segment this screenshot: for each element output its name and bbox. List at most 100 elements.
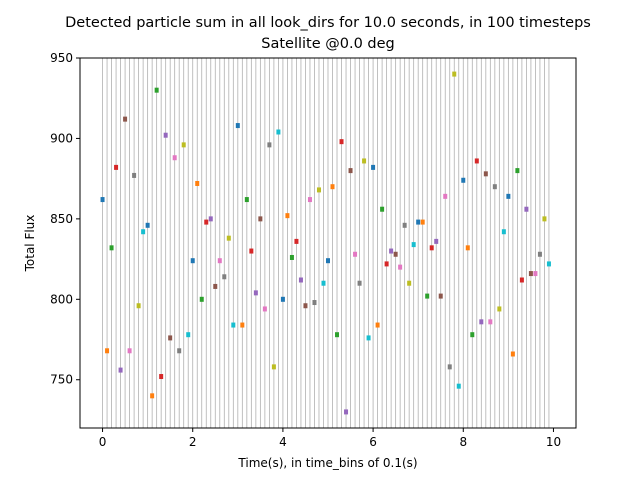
chart-title: Detected particle sum in all look_dirs f… [65, 15, 591, 31]
data-point [447, 364, 452, 370]
x-tick-label: 0 [99, 435, 107, 449]
x-axis-label: Time(s), in time_bins of 0.1(s) [237, 456, 417, 470]
data-point [262, 306, 267, 312]
data-point [154, 87, 159, 93]
data-point [425, 293, 430, 299]
data-point [244, 197, 249, 203]
data-point [114, 164, 119, 170]
data-point [172, 155, 177, 161]
chart-subtitle: Satellite @0.0 deg [261, 36, 395, 52]
data-point [492, 184, 497, 190]
data-point [434, 238, 439, 244]
data-point [389, 248, 394, 254]
data-point [357, 280, 362, 286]
data-point [168, 335, 173, 341]
data-point [371, 164, 376, 170]
data-point [105, 348, 110, 354]
data-point [307, 197, 312, 203]
y-tick-label: 950 [50, 51, 73, 65]
data-point [407, 280, 412, 286]
data-point [438, 293, 443, 299]
data-point [398, 264, 403, 270]
data-point [177, 348, 182, 354]
data-point [321, 280, 326, 286]
data-point [222, 274, 227, 280]
x-tick-label: 10 [546, 435, 561, 449]
data-point [271, 364, 276, 370]
data-point [240, 322, 245, 328]
data-point [497, 306, 502, 312]
data-point [542, 216, 547, 222]
data-point [533, 271, 538, 277]
data-point [208, 216, 213, 222]
data-point [416, 219, 421, 225]
y-tick-label: 850 [50, 212, 73, 226]
data-point [339, 139, 344, 145]
x-tick-label: 4 [279, 435, 287, 449]
data-point [348, 168, 353, 174]
data-point [141, 229, 146, 235]
x-tick-label: 2 [189, 435, 197, 449]
data-point [231, 322, 236, 328]
data-point [393, 251, 398, 257]
data-point [303, 303, 308, 309]
data-point [335, 332, 340, 338]
data-point [258, 216, 263, 222]
data-point [159, 374, 164, 380]
data-point [384, 261, 389, 267]
data-point [132, 172, 137, 178]
data-point [226, 235, 231, 241]
x-tick-label: 6 [369, 435, 377, 449]
data-point [276, 129, 281, 135]
data-point [109, 245, 114, 251]
data-point [461, 177, 466, 183]
data-point [479, 319, 484, 325]
data-point [510, 351, 515, 357]
data-point [127, 348, 132, 354]
data-point [353, 251, 358, 257]
data-point [537, 251, 542, 257]
data-point [344, 409, 349, 415]
data-point [163, 132, 168, 138]
data-point [150, 393, 155, 399]
data-point [330, 184, 335, 190]
y-tick-label: 750 [50, 373, 73, 387]
data-point [524, 206, 529, 212]
data-point [100, 197, 105, 203]
data-point [186, 332, 191, 338]
y-axis-label: Total Flux [23, 215, 37, 273]
y-tick-label: 800 [50, 292, 73, 306]
data-point [204, 219, 209, 225]
data-point [235, 123, 240, 129]
data-point [470, 332, 475, 338]
data-points [100, 71, 551, 415]
data-point [294, 238, 299, 244]
data-point [546, 261, 551, 267]
data-point [213, 283, 218, 289]
y-axis-ticks: 750 800 850 900 950 [50, 51, 80, 387]
data-point [316, 187, 321, 193]
data-point [443, 193, 448, 199]
data-point [199, 296, 204, 302]
data-point [402, 222, 407, 228]
data-point [136, 303, 141, 309]
plot-frame [79, 57, 577, 429]
data-point [195, 180, 200, 186]
data-point [429, 245, 434, 251]
data-point [280, 296, 285, 302]
x-axis-ticks: 0 2 4 6 8 10 [99, 428, 561, 449]
data-point [474, 158, 479, 164]
data-point [267, 142, 272, 148]
data-point [483, 171, 488, 177]
data-point [362, 158, 367, 164]
data-point [366, 335, 371, 341]
x-tick-label: 8 [459, 435, 467, 449]
data-point [190, 258, 195, 264]
data-point [519, 277, 524, 283]
data-point [217, 258, 222, 264]
data-point [456, 383, 461, 389]
data-point [515, 168, 520, 174]
data-point [298, 277, 303, 283]
